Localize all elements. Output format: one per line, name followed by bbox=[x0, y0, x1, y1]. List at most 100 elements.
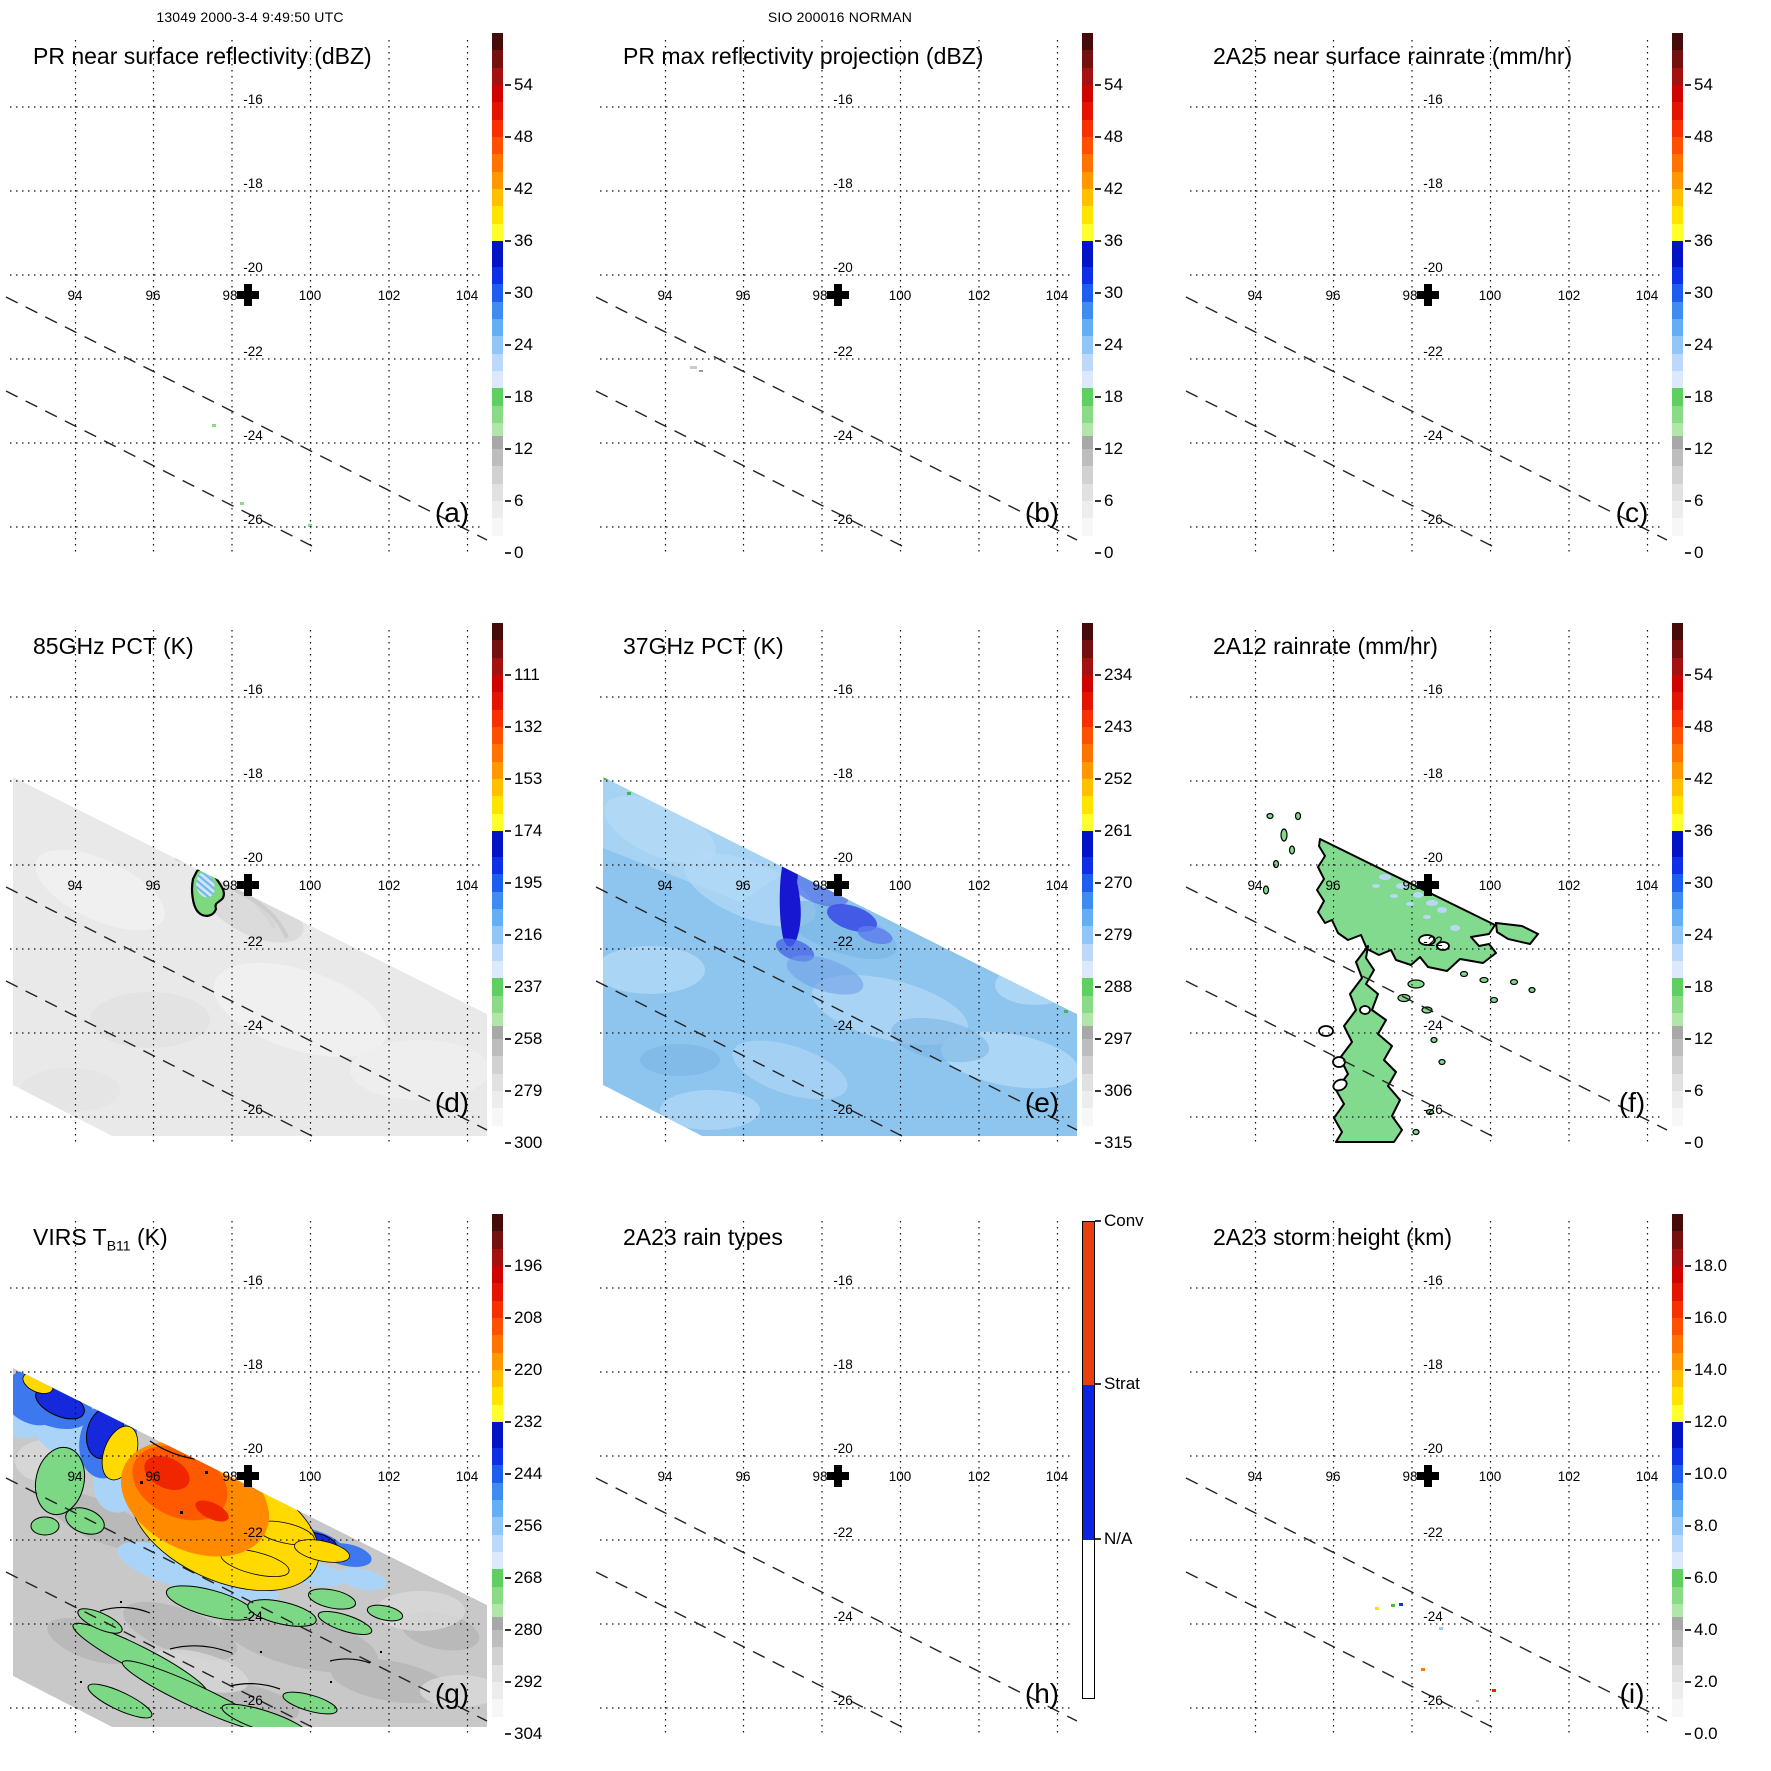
cb-tick: 30 bbox=[1685, 283, 1713, 302]
virs-tb11-swath bbox=[13, 1368, 487, 1727]
cb-tick: 42 bbox=[1685, 769, 1713, 788]
cb-tick: 36 bbox=[505, 231, 533, 250]
cb-tick: 6 bbox=[1684, 1081, 1704, 1100]
speckle-dots bbox=[80, 1471, 382, 1683]
panel-e-letter: (e) bbox=[1025, 1087, 1059, 1118]
panel-d-title: 85GHz PCT (K) bbox=[33, 633, 194, 660]
cb-tick: 48 bbox=[1685, 127, 1713, 146]
panel-b-map: (b) bbox=[590, 0, 1180, 590]
cb-tick: 12.0 bbox=[1684, 1412, 1728, 1431]
stormheight-colorbar-gradient bbox=[1672, 1214, 1683, 1734]
pct37-minimum-streak bbox=[779, 848, 801, 947]
cb-tick: 18 bbox=[1685, 977, 1713, 996]
cb-tick: 18 bbox=[1685, 387, 1713, 406]
panel-h-title: 2A23 rain types bbox=[623, 1224, 783, 1251]
cb-tick: 14.0 bbox=[1684, 1360, 1728, 1379]
cb-tick: 48 bbox=[505, 127, 533, 146]
rainrate-colorbar-gradient bbox=[1672, 623, 1683, 1143]
isolated-storm-height-pixels bbox=[1375, 1603, 1496, 1702]
cb-tick: 48 bbox=[1095, 127, 1123, 146]
cb-category-strat: Strat bbox=[1095, 1374, 1140, 1393]
cb-tick: 18.0 bbox=[1684, 1256, 1728, 1275]
cb-tick: 48 bbox=[1685, 717, 1713, 736]
panel-f: 2A12 rainrate (mm/hr) bbox=[1180, 590, 1770, 1180]
cb-tick: 10.0 bbox=[1684, 1464, 1728, 1483]
cb-tick: 208 bbox=[504, 1308, 543, 1327]
cb-tick: 306 bbox=[1094, 1081, 1133, 1100]
cb-tick: 297 bbox=[1094, 1029, 1133, 1048]
panel-h-map: (h) bbox=[590, 1181, 1180, 1771]
cb-tick: 54 bbox=[1685, 665, 1713, 684]
cb-tick: 132 bbox=[504, 717, 543, 736]
panel-h-letter: (h) bbox=[1025, 1678, 1059, 1709]
panel-g: VIRS TB11 (K) bbox=[0, 1181, 590, 1771]
site-id-header: SIO 200016 NORMAN bbox=[767, 9, 913, 25]
panel-c-map: (c) bbox=[1180, 0, 1770, 590]
weak-echo-specks bbox=[690, 366, 703, 372]
virs-colorbar-gradient bbox=[492, 1214, 503, 1734]
cb-tick: 12 bbox=[1685, 1029, 1713, 1048]
weak-echo-specks bbox=[212, 424, 312, 527]
panel-e-title-text: 37GHz PCT (K) bbox=[623, 633, 784, 659]
panel-c: 2A25 near surface rainrate (mm/hr) (c) 5… bbox=[1180, 0, 1770, 590]
cb-tick: 42 bbox=[1685, 179, 1713, 198]
panel-a-colorbar: 54 48 42 36 30 24 18 12 6 0 bbox=[492, 33, 572, 562]
cb-tick: 243 bbox=[1094, 717, 1133, 736]
cb-tick: 24 bbox=[505, 335, 533, 354]
panel-i-letter: (i) bbox=[1620, 1678, 1645, 1709]
cb-tick: 42 bbox=[1095, 179, 1123, 198]
panel-d: 85GHz PCT (K) (d) 111 132 153 174 195 21… bbox=[0, 590, 590, 1180]
panel-b: SIO 200016 NORMAN PR max reflectivity pr… bbox=[590, 0, 1180, 590]
panel-g-title: VIRS TB11 (K) bbox=[33, 1224, 168, 1254]
cb-tick: 174 bbox=[504, 821, 543, 840]
cb-category-conv: Conv bbox=[1095, 1211, 1144, 1230]
scattered-rain-specks bbox=[1262, 811, 1536, 1136]
cb-tick: 280 bbox=[504, 1620, 543, 1639]
panel-e-map: (e) bbox=[590, 590, 1180, 1180]
rainrate-colorbar-gradient bbox=[1672, 33, 1683, 553]
cb-tick: 6 bbox=[1684, 491, 1704, 510]
panel-c-letter: (c) bbox=[1616, 497, 1649, 528]
cb-tick: 234 bbox=[1094, 665, 1133, 684]
reflectivity-colorbar-gradient bbox=[492, 33, 503, 553]
cb-tick: 270 bbox=[1094, 873, 1133, 892]
cb-tick: 279 bbox=[1094, 925, 1133, 944]
cb-tick: 216 bbox=[504, 925, 543, 944]
cb-tick: 261 bbox=[1094, 821, 1133, 840]
tmi-85ghz-swath bbox=[13, 777, 487, 1136]
cb-tick: 54 bbox=[1095, 75, 1123, 94]
cb-tick: 111 bbox=[505, 665, 540, 684]
cb-tick: 0 bbox=[1684, 1133, 1704, 1152]
cb-tick: 24 bbox=[1685, 335, 1713, 354]
panel-b-colorbar: 54 48 42 36 30 24 18 12 6 0 bbox=[1082, 33, 1162, 562]
panel-a-title: PR near surface reflectivity (dBZ) bbox=[33, 43, 372, 70]
cb-tick: 288 bbox=[1094, 977, 1133, 996]
cb-category-na: N/A bbox=[1094, 1529, 1133, 1548]
panel-h-colorbar: Conv Strat N/A bbox=[1082, 1211, 1162, 1740]
panel-e-colorbar: 234 243 252 261 270 279 288 297 306 315 bbox=[1082, 623, 1162, 1152]
reflectivity-colorbar-gradient bbox=[1082, 33, 1093, 553]
cb-tick: 24 bbox=[1685, 925, 1713, 944]
panel-d-title-text: 85GHz PCT (K) bbox=[33, 633, 194, 659]
cb-tick: 220 bbox=[504, 1360, 543, 1379]
panel-f-colorbar: 54 48 42 36 30 24 18 12 6 0 bbox=[1672, 623, 1752, 1152]
cb-tick: 30 bbox=[1095, 283, 1123, 302]
panel-c-colorbar: 54 48 42 36 30 24 18 12 6 0 bbox=[1672, 33, 1752, 562]
cb-tick: 196 bbox=[504, 1256, 543, 1275]
panel-i-map: (i) bbox=[1180, 1181, 1770, 1771]
cb-tick: 6.0 bbox=[1685, 1568, 1718, 1587]
cb-tick: 256 bbox=[504, 1516, 543, 1535]
cb-tick: 16.0 bbox=[1684, 1308, 1728, 1327]
cb-tick: 36 bbox=[1685, 821, 1713, 840]
cb-tick: 195 bbox=[504, 873, 543, 892]
panel-g-colorbar: 196 208 220 232 244 256 268 280 292 304 bbox=[492, 1214, 572, 1743]
panel-a-letter: (a) bbox=[435, 497, 469, 528]
panel-g-letter: (g) bbox=[435, 1678, 469, 1709]
raintype-colorbar bbox=[1082, 1221, 1095, 1699]
cb-tick: 258 bbox=[504, 1029, 543, 1048]
tmi-rain-region bbox=[1262, 811, 1540, 1143]
cb-tick: 237 bbox=[504, 977, 543, 996]
pct85-colorbar-gradient bbox=[492, 623, 503, 1143]
panel-g-title-units: (K) bbox=[130, 1224, 168, 1250]
